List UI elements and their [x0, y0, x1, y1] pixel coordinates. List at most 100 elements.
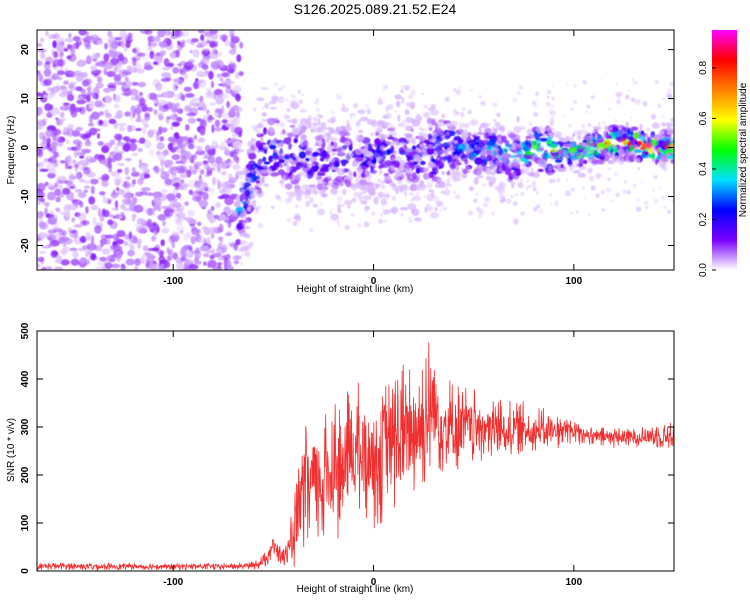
- heatmap-cell: [535, 126, 545, 134]
- heatmap-cell: [538, 132, 544, 137]
- heatmap-cell: [412, 154, 422, 162]
- heatmap-cell: [424, 153, 428, 157]
- heatmap-cell: [255, 180, 261, 184]
- heatmap-cell: [177, 108, 184, 114]
- heatmap-cell: [398, 137, 407, 144]
- heatmap-cell: [421, 92, 424, 96]
- heatmap-cell: [409, 192, 415, 196]
- heatmap-cell: [651, 152, 656, 160]
- heatmap-cell: [460, 111, 465, 118]
- heatmap-cell: [125, 258, 135, 266]
- heatmap-cell: [204, 70, 209, 75]
- heatmap-cell: [549, 148, 558, 153]
- heatmap-cell: [575, 144, 584, 150]
- heatmap-cell: [299, 109, 307, 113]
- heatmap-cell: [658, 148, 663, 153]
- heatmap-cell: [104, 62, 109, 72]
- heatmap-cell: [340, 135, 346, 143]
- heatmap-cell: [134, 50, 141, 57]
- heatmap-cell: [321, 193, 327, 198]
- heatmap-cell: [549, 202, 553, 206]
- heatmap-cell: [363, 201, 367, 205]
- heatmap-cell: [77, 191, 87, 199]
- heatmap-cell: [168, 235, 175, 244]
- heatmap-cell: [171, 231, 180, 237]
- heatmap-cell: [159, 50, 165, 58]
- heatmap-cell: [69, 175, 77, 180]
- heatmap-cell: [331, 152, 337, 156]
- heatmap-cell: [393, 175, 400, 181]
- heatmap-cell: [651, 122, 658, 129]
- heatmap-cell: [445, 183, 452, 187]
- heatmap-cell: [367, 143, 372, 151]
- heatmap-cell: [637, 166, 641, 171]
- heatmap-cell: [337, 200, 342, 205]
- heatmap-cell: [497, 137, 502, 142]
- heatmap-cell: [68, 32, 72, 39]
- heatmap-cell: [526, 179, 530, 183]
- heatmap-cell: [328, 174, 333, 179]
- heatmap-cell: [334, 176, 344, 183]
- heatmap-cell: [537, 158, 546, 167]
- heatmap-cell: [454, 140, 458, 143]
- heatmap-cell: [225, 259, 232, 269]
- heatmap-cell: [44, 115, 49, 123]
- heatmap-cell: [336, 220, 340, 224]
- heatmap-cell: [246, 235, 250, 239]
- heatmap-cell: [378, 218, 383, 224]
- heatmap-cell: [194, 164, 199, 170]
- heatmap-cell: [221, 112, 231, 119]
- heatmap-cell: [117, 53, 125, 62]
- heatmap-cell: [153, 109, 158, 115]
- heatmap-cell: [528, 171, 535, 177]
- heatmap-cell: [478, 95, 482, 99]
- heatmap-cell: [197, 42, 203, 48]
- heatmap-cell: [630, 129, 634, 138]
- heatmap-cell: [128, 231, 133, 239]
- heatmap-cell: [379, 163, 386, 168]
- heatmap-cell: [608, 127, 613, 132]
- heatmap-cell: [165, 261, 171, 268]
- heatmap-cell: [202, 160, 209, 164]
- heatmap-cell: [484, 196, 490, 203]
- heatmap-cell: [92, 216, 97, 226]
- heatmap-cell: [225, 81, 236, 84]
- heatmap-cell: [78, 30, 87, 36]
- heatmap-cell: [490, 163, 496, 169]
- heatmap-cell: [287, 166, 292, 171]
- heatmap-cell: [555, 157, 564, 162]
- heatmap-cell: [615, 99, 621, 105]
- heatmap-cell: [239, 240, 248, 245]
- heatmap-cell: [394, 110, 397, 113]
- heatmap-cell: [612, 145, 617, 149]
- heatmap-cell: [400, 213, 404, 217]
- heatmap-cell: [250, 166, 256, 171]
- heatmap-cell: [585, 149, 590, 154]
- heatmap-cell: [197, 30, 205, 34]
- heatmap-cell: [392, 195, 396, 201]
- heatmap-cell: [476, 132, 486, 136]
- heatmap-cell: [598, 78, 602, 81]
- heatmap-cell: [430, 103, 436, 110]
- heatmap-cell: [528, 164, 532, 167]
- heatmap-cell: [78, 159, 87, 166]
- heatmap-cell: [440, 149, 447, 154]
- heatmap-cell: [665, 122, 674, 127]
- heatmap-cell: [423, 167, 430, 172]
- heatmap-cell: [327, 182, 331, 186]
- heatmap-cell: [300, 162, 308, 168]
- heatmap-cell: [314, 135, 323, 141]
- heatmap-cell: [607, 160, 612, 164]
- heatmap-cell: [44, 103, 52, 111]
- heatmap-cell: [570, 187, 576, 192]
- heatmap-cell: [76, 150, 80, 156]
- heatmap-cell: [216, 51, 223, 57]
- heatmap-cell: [79, 257, 88, 264]
- heatmap-cell: [164, 178, 173, 186]
- heatmap-cell: [461, 136, 465, 140]
- heatmap-cell: [200, 169, 205, 175]
- heatmap-cell: [298, 99, 304, 105]
- heatmap-cell: [238, 71, 244, 77]
- heatmap-cell: [139, 172, 148, 181]
